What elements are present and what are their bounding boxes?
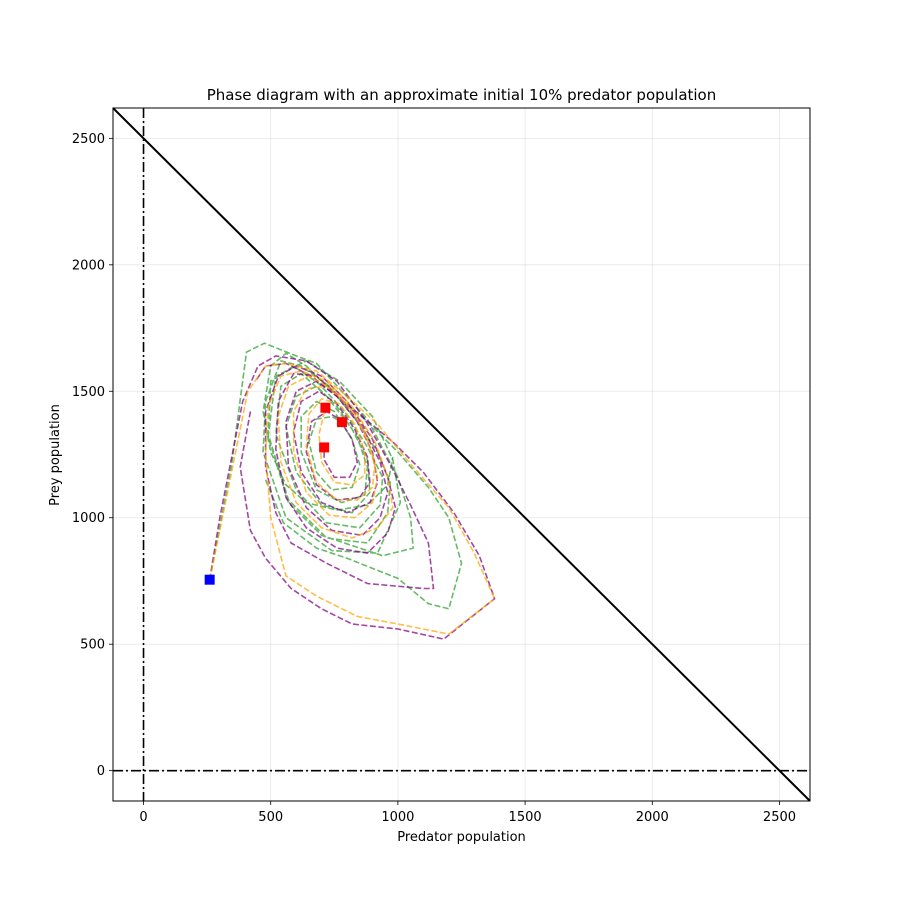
- x-tick-label: 0: [139, 810, 147, 825]
- plot-area: [112, 107, 811, 802]
- y-tick-label: 1000: [72, 511, 105, 526]
- y-tick-label: 0: [97, 764, 105, 779]
- end-point-marker: [336, 417, 347, 428]
- end-point-marker: [320, 402, 331, 413]
- x-tick-label: 2500: [763, 810, 796, 825]
- y-tick-label: 2000: [72, 258, 105, 273]
- trajectories: [208, 342, 496, 640]
- y-tick-label: 1500: [72, 385, 105, 400]
- capacity-line: [112, 107, 811, 802]
- end-point-marker: [319, 442, 330, 453]
- trajectory-line: [208, 342, 414, 580]
- reference-lines: [112, 107, 811, 802]
- plot-frame: [112, 107, 811, 802]
- y-tick-label: 2500: [72, 132, 105, 147]
- x-tick-label: 500: [258, 810, 283, 825]
- x-axis-ticks: 0 500 1000 1500 2000 2500: [139, 801, 796, 825]
- trajectory-line: [262, 352, 463, 610]
- x-tick-label: 1500: [509, 810, 542, 825]
- trajectory-line: [239, 362, 496, 640]
- x-tick-label: 2000: [636, 810, 669, 825]
- x-tick-label: 1000: [381, 810, 414, 825]
- markers: [204, 402, 347, 585]
- start-point-marker: [204, 574, 215, 585]
- y-axis-label: Prey population: [48, 404, 63, 506]
- chart-title: Phase diagram with an approximate initia…: [207, 86, 717, 104]
- y-tick-label: 500: [80, 638, 105, 653]
- y-axis-ticks: 0 500 1000 1500 2000 2500: [72, 132, 113, 779]
- trajectory-line: [208, 355, 435, 590]
- x-axis-label: Predator population: [397, 830, 526, 845]
